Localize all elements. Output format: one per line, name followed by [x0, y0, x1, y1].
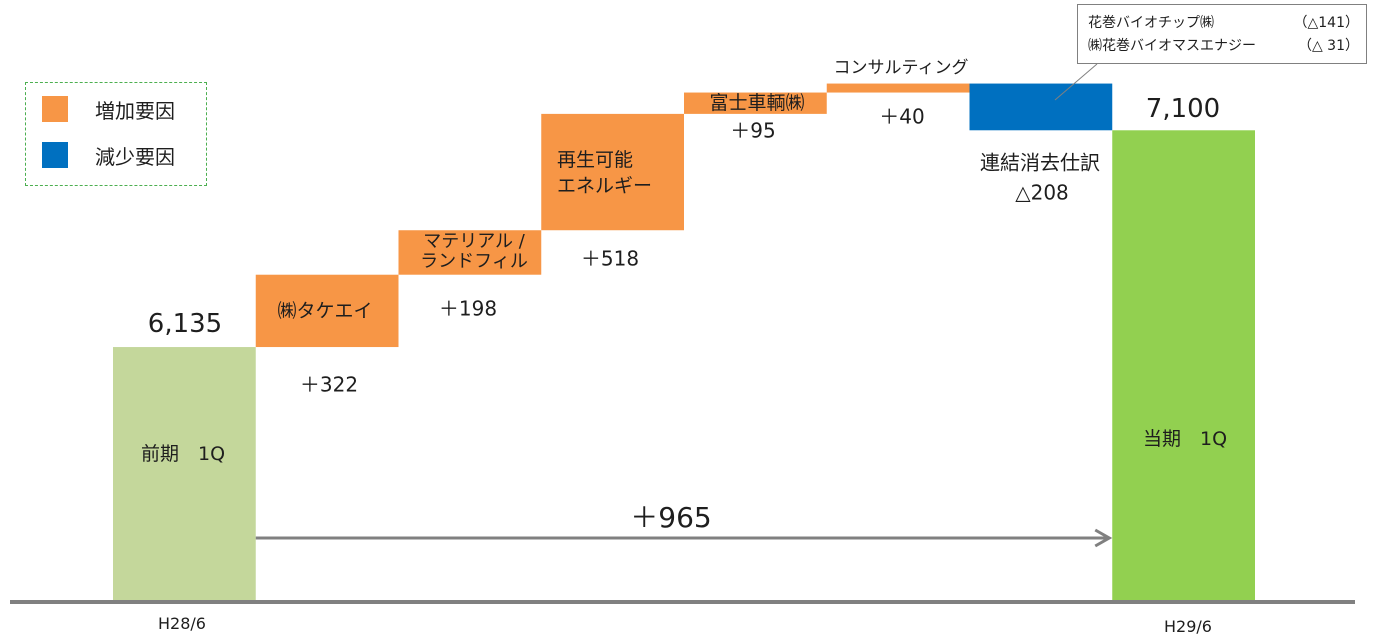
category-label-start-total: 前期 1Q: [140, 443, 226, 466]
callout-item-name: ㈱花巻バイオマスエナジー: [1088, 37, 1256, 54]
bar-end-total: [1112, 130, 1255, 603]
value-label-material-landfill: ＋198: [438, 296, 498, 321]
legend-label-increase: 増加要因: [95, 98, 175, 123]
callout-line: 花巻バイオチップ㈱ （△141）: [1088, 10, 1359, 33]
value-label-start-total: 6,135: [147, 309, 223, 340]
category-label-consolidation-elimination: 連結消去仕訳: [980, 150, 1100, 175]
value-label-renewable-energy: ＋518: [580, 246, 640, 271]
value-label-consolidation-elimination: △208: [1015, 180, 1069, 205]
bar-increase-1: [255, 274, 399, 348]
callout-item-value: （△ 31）: [1297, 37, 1359, 54]
legend-swatch-decrease: [42, 142, 68, 168]
category-label-fuji-sharyo: 富士車輌㈱: [709, 92, 805, 115]
value-label-takeei: ＋322: [299, 372, 359, 397]
bar-group: [113, 83, 1255, 603]
total-change-arrow-head: [1094, 528, 1113, 548]
bar-decrease-6: [969, 83, 1113, 131]
total-change-arrow: [255, 528, 1113, 548]
x-tick-label-end: H29/6: [1164, 616, 1212, 636]
legend-item-increase: 増加要因: [42, 96, 175, 123]
callout-item-name: 花巻バイオチップ㈱: [1088, 14, 1214, 31]
bar-start-total: [113, 347, 256, 602]
category-label-end-total: 当期 1Q: [1142, 428, 1228, 451]
category-label-consulting: コンサルティング: [833, 58, 969, 79]
total-change-label: ＋965: [630, 500, 712, 534]
callout-leader-line: [1054, 63, 1098, 101]
x-tick-label-start: H28/6: [158, 613, 206, 633]
chart-legend: 増加要因 減少要因: [25, 82, 207, 186]
category-label-takeei: ㈱タケエイ: [277, 300, 373, 323]
legend-item-decrease: 減少要因: [42, 142, 175, 169]
category-label-material-landfill: マテリアル / ランドフィル: [420, 231, 528, 272]
value-label-end-total: 7,100: [1145, 94, 1221, 125]
legend-label-decrease: 減少要因: [95, 144, 175, 169]
bar-increase-2: [398, 230, 542, 275]
bar-increase-3: [541, 113, 684, 231]
value-label-consulting: ＋40: [879, 104, 925, 129]
callout-box: 花巻バイオチップ㈱ （△141） ㈱花巻バイオマスエナジー （△ 31）: [1077, 4, 1367, 64]
callout-item-value: （△141）: [1293, 14, 1360, 31]
bar-increase-5: [826, 83, 970, 93]
bar-increase-4: [684, 92, 827, 114]
value-label-fuji-sharyo: ＋95: [730, 118, 776, 143]
category-label-renewable-energy: 再生可能 エネルギー: [557, 149, 653, 197]
callout-line: ㈱花巻バイオマスエナジー （△ 31）: [1088, 33, 1359, 56]
legend-swatch-increase: [42, 96, 68, 122]
